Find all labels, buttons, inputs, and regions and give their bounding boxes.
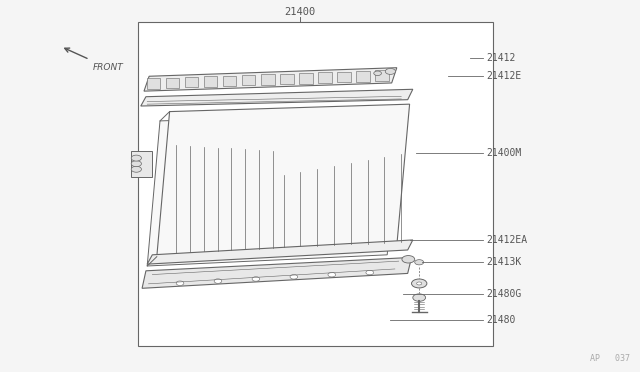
- Text: 21400: 21400: [284, 7, 315, 17]
- Circle shape: [413, 294, 426, 301]
- Bar: [138, 22, 493, 346]
- Circle shape: [374, 71, 381, 76]
- Bar: [223, 76, 236, 86]
- Circle shape: [252, 277, 260, 281]
- Polygon shape: [147, 240, 413, 264]
- Bar: [356, 71, 370, 81]
- Circle shape: [415, 260, 424, 265]
- Text: FRONT: FRONT: [93, 63, 124, 72]
- Text: 21412EA: 21412EA: [486, 235, 527, 245]
- Bar: [337, 72, 351, 82]
- Polygon shape: [147, 113, 400, 266]
- Bar: [131, 151, 152, 177]
- Bar: [242, 75, 255, 86]
- Circle shape: [131, 166, 141, 172]
- Polygon shape: [157, 104, 410, 257]
- Bar: [166, 77, 179, 88]
- Text: AP   037: AP 037: [590, 354, 630, 363]
- Circle shape: [366, 270, 374, 275]
- Circle shape: [412, 279, 427, 288]
- Text: 21413K: 21413K: [486, 257, 522, 267]
- Polygon shape: [141, 89, 413, 106]
- Circle shape: [131, 155, 141, 161]
- Circle shape: [402, 256, 415, 263]
- Bar: [280, 74, 294, 84]
- Bar: [376, 70, 389, 81]
- Bar: [300, 73, 312, 84]
- Circle shape: [385, 68, 396, 74]
- Circle shape: [176, 281, 184, 285]
- Bar: [147, 78, 160, 89]
- Bar: [261, 74, 275, 85]
- Text: 21400M: 21400M: [486, 148, 522, 157]
- Circle shape: [328, 272, 335, 277]
- Bar: [204, 76, 218, 87]
- Circle shape: [131, 161, 141, 167]
- Text: 21412E: 21412E: [486, 71, 522, 81]
- Text: 21412: 21412: [486, 53, 516, 62]
- Circle shape: [214, 279, 222, 283]
- Circle shape: [290, 275, 298, 279]
- Bar: [185, 77, 198, 87]
- Bar: [318, 72, 332, 83]
- Polygon shape: [142, 257, 412, 288]
- Polygon shape: [144, 68, 397, 91]
- Text: 21480: 21480: [486, 315, 516, 325]
- Text: 21480G: 21480G: [486, 289, 522, 299]
- Circle shape: [417, 282, 422, 285]
